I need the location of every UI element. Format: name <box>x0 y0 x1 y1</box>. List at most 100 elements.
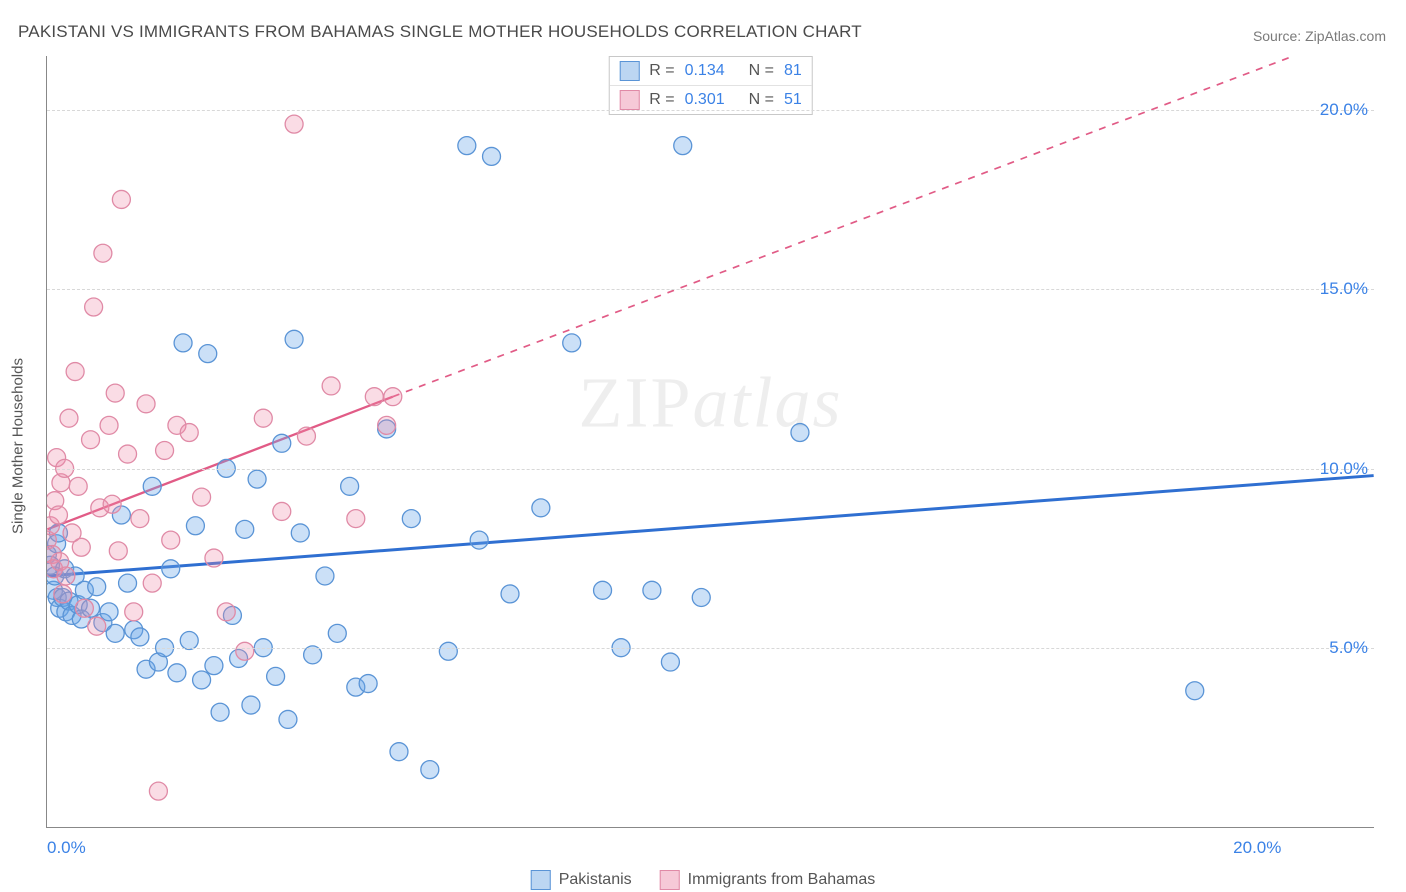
scatter-point-b <box>60 409 78 427</box>
scatter-point-b <box>297 427 315 445</box>
chart-title: PAKISTANI VS IMMIGRANTS FROM BAHAMAS SIN… <box>18 22 862 42</box>
scatter-point-a <box>532 499 550 517</box>
scatter-point-a <box>439 642 457 660</box>
chart-container: PAKISTANI VS IMMIGRANTS FROM BAHAMAS SIN… <box>0 0 1406 892</box>
scatter-point-b <box>180 424 198 442</box>
stats-n-label: N = <box>749 91 774 109</box>
legend-item-a: Pakistanis <box>531 870 632 890</box>
scatter-point-a <box>316 567 334 585</box>
scatter-point-a <box>285 330 303 348</box>
scatter-point-b <box>273 502 291 520</box>
scatter-point-b <box>378 416 396 434</box>
grid-line <box>47 289 1374 290</box>
scatter-point-a <box>341 477 359 495</box>
scatter-point-a <box>51 599 69 617</box>
bottom-legend: PakistanisImmigrants from Bahamas <box>531 870 876 890</box>
scatter-point-a <box>421 761 439 779</box>
scatter-point-a <box>82 599 100 617</box>
scatter-point-a <box>119 574 137 592</box>
scatter-point-a <box>242 696 260 714</box>
scatter-point-b <box>285 115 303 133</box>
scatter-point-b <box>125 603 143 621</box>
stats-n-label: N = <box>749 62 774 80</box>
scatter-point-b <box>365 388 383 406</box>
scatter-point-a <box>378 420 396 438</box>
scatter-point-a <box>66 567 84 585</box>
scatter-point-b <box>103 495 121 513</box>
scatter-point-a <box>162 560 180 578</box>
scatter-point-b <box>347 510 365 528</box>
watermark-part1: ZIP <box>578 362 692 442</box>
scatter-point-a <box>47 581 63 599</box>
scatter-point-a <box>60 592 78 610</box>
y-axis-label: Single Mother Households <box>10 358 27 534</box>
scatter-point-a <box>72 610 90 628</box>
scatter-point-a <box>57 603 75 621</box>
scatter-point-b <box>168 416 186 434</box>
scatter-point-b <box>149 782 167 800</box>
scatter-point-a <box>470 531 488 549</box>
scatter-point-b <box>72 538 90 556</box>
scatter-point-b <box>94 244 112 262</box>
scatter-point-a <box>63 606 81 624</box>
scatter-point-a <box>193 671 211 689</box>
legend-label-a: Pakistanis <box>559 871 632 889</box>
scatter-point-a <box>791 424 809 442</box>
scatter-point-b <box>54 585 72 603</box>
scatter-point-b <box>47 545 61 563</box>
stats-r-value-b: 0.301 <box>685 91 725 109</box>
scatter-point-a <box>94 614 112 632</box>
scatter-point-a <box>563 334 581 352</box>
scatter-point-a <box>594 581 612 599</box>
scatter-point-a <box>328 624 346 642</box>
scatter-point-a <box>137 660 155 678</box>
scatter-point-b <box>131 510 149 528</box>
scatter-point-a <box>267 667 285 685</box>
scatter-point-a <box>211 703 229 721</box>
scatter-point-b <box>51 553 69 571</box>
scatter-point-b <box>112 190 130 208</box>
scatter-point-b <box>254 409 272 427</box>
correlation-stats-box: R = 0.134N = 81R = 0.301N = 51 <box>608 56 813 115</box>
scatter-point-a <box>402 510 420 528</box>
stats-n-value-a: 81 <box>784 62 802 80</box>
trend-line-b <box>47 397 392 530</box>
scatter-point-a <box>106 624 124 642</box>
scatter-point-a <box>131 628 149 646</box>
y-tick-label: 10.0% <box>1320 459 1368 479</box>
stats-r-label: R = <box>649 62 674 80</box>
scatter-point-a <box>56 560 74 578</box>
scatter-point-a <box>458 137 476 155</box>
stats-row-a: R = 0.134 N = 81 <box>609 57 812 85</box>
scatter-point-b <box>52 474 70 492</box>
x-tick-label: 0.0% <box>47 838 86 858</box>
scatter-point-b <box>217 603 235 621</box>
y-tick-label: 20.0% <box>1320 100 1368 120</box>
plot-area: ZIPatlas R = 0.134N = 81R = 0.301N = 51 … <box>46 56 1374 828</box>
stats-r-value-a: 0.134 <box>685 62 725 80</box>
scatter-point-b <box>49 506 67 524</box>
scatter-point-b <box>63 524 81 542</box>
scatter-point-a <box>47 567 64 585</box>
trend-line-dashed-b <box>393 56 1294 397</box>
scatter-point-a <box>199 345 217 363</box>
scatter-point-a <box>205 657 223 675</box>
scatter-point-a <box>273 434 291 452</box>
scatter-point-a <box>501 585 519 603</box>
grid-line <box>47 110 1374 111</box>
scatter-point-a <box>174 334 192 352</box>
scatter-point-a <box>661 653 679 671</box>
scatter-point-b <box>47 517 59 535</box>
stats-r-label: R = <box>649 91 674 109</box>
scatter-point-a <box>186 517 204 535</box>
scatter-point-a <box>223 606 241 624</box>
stats-swatch-a <box>619 61 639 81</box>
scatter-point-a <box>359 675 377 693</box>
watermark: ZIPatlas <box>578 361 842 444</box>
scatter-point-a <box>48 589 66 607</box>
scatter-point-b <box>48 449 66 467</box>
scatter-point-b <box>322 377 340 395</box>
scatter-point-a <box>390 743 408 761</box>
scatter-point-b <box>109 542 127 560</box>
y-tick-label: 5.0% <box>1329 638 1368 658</box>
